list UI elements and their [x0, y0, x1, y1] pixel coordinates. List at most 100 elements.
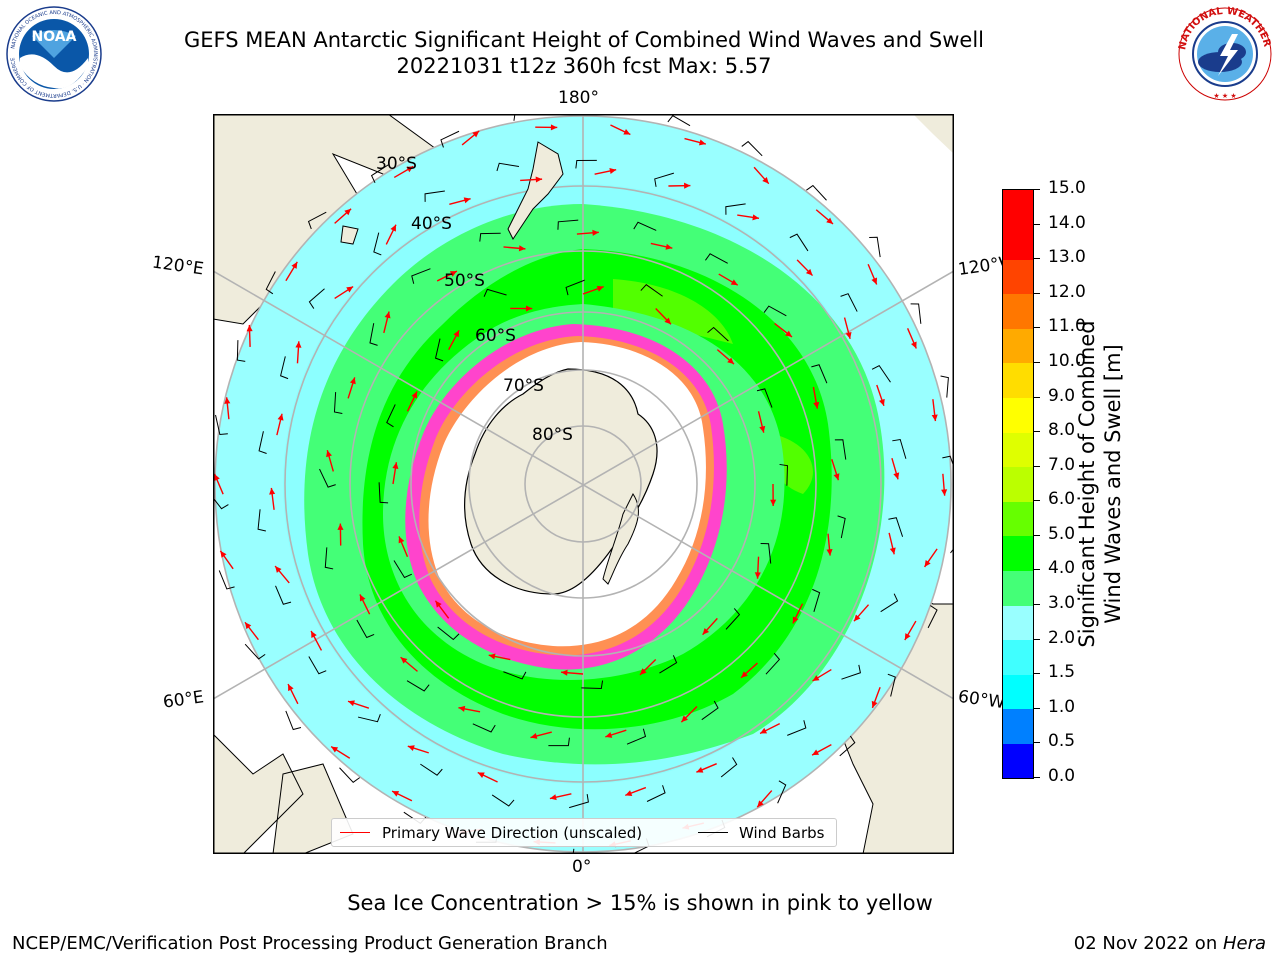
- lon-label-60w: 60°W: [956, 686, 1007, 714]
- wave-arrow-head: [845, 331, 852, 339]
- colorbar-segment: [1003, 605, 1033, 641]
- colorbar-segment: [1003, 570, 1033, 606]
- wave-arrow-head: [246, 324, 253, 332]
- wave-arrow-head: [812, 749, 820, 756]
- wave-arrow-head: [349, 377, 356, 385]
- wave-arrow-head: [220, 550, 227, 558]
- wave-arrow-head: [488, 653, 496, 660]
- colorbar-tick-label: 11.0: [1048, 316, 1086, 337]
- wind-barb: [244, 643, 266, 660]
- wind-barb: [257, 509, 266, 532]
- wind-barb: [557, 219, 579, 230]
- wind-barb: [705, 253, 728, 264]
- colorbar-tick-label: 0.5: [1048, 731, 1076, 752]
- colorbar-segment: [1003, 708, 1033, 744]
- wind-barb: [357, 714, 381, 723]
- wave-arrow-head: [337, 523, 344, 530]
- lat-label-40s: 40°S: [411, 214, 452, 234]
- wind-barb: [779, 463, 788, 486]
- wave-arrow-head: [684, 182, 691, 189]
- wave-arrow-head: [833, 473, 840, 481]
- wind-barb: [725, 203, 746, 215]
- wind-barb: [307, 211, 327, 230]
- colorbar-segment: [1003, 362, 1033, 399]
- wind-barb: [393, 560, 412, 579]
- lon-label-0: 0°: [572, 857, 592, 877]
- colorbar-ticks: 0.0 0.5 1.0 1.5 2.0 3.0 4.0 5.0 6.0 7.0 8.0 9.0 10.0…: [1034, 178, 1114, 786]
- wave-band-5m: [613, 279, 813, 494]
- colorbar-segment: [1003, 639, 1033, 675]
- wave-arrow-head: [449, 271, 457, 277]
- lat-label-80s: 80°S: [532, 425, 573, 445]
- wave-arrow-head: [550, 124, 558, 131]
- colorbar-tick-mark: [1034, 569, 1040, 571]
- wind-barb: [880, 593, 899, 613]
- wave-arrow-head: [893, 472, 900, 480]
- wind-barb: [581, 680, 604, 689]
- wave-arrow-head: [214, 473, 220, 481]
- wind-barb: [437, 626, 460, 641]
- wind-barb: [333, 392, 343, 414]
- lon-label-180: 180°: [558, 88, 599, 108]
- wind-barb: [280, 356, 289, 380]
- wind-barb: [720, 757, 738, 778]
- colorbar-tick-label: 1.5: [1048, 662, 1076, 683]
- wave-arrow-head: [463, 197, 471, 204]
- wave-arrow-head: [453, 330, 460, 338]
- wave-arrow-head: [759, 425, 766, 433]
- land-new-zealand: [507, 141, 564, 240]
- wind-barb: [659, 655, 678, 674]
- wave-arrow-head: [326, 450, 332, 458]
- wave-arrow-head: [889, 547, 896, 555]
- wind-barb: [236, 340, 246, 362]
- wave-arrow-head: [639, 668, 647, 675]
- wave-arrow-head: [407, 745, 415, 751]
- lon-label-120e: 120°E: [150, 252, 205, 280]
- wind-barb: [575, 159, 597, 169]
- wave-arrow-head: [398, 536, 405, 544]
- wind-barb: [356, 619, 375, 639]
- wind-barb: [285, 710, 302, 731]
- wave-arrow-head: [752, 214, 760, 221]
- antarctic-peninsula: [602, 493, 639, 585]
- colorbar-tick-label: 5.0: [1048, 523, 1076, 544]
- wave-arrow-head: [277, 413, 284, 421]
- wind-barb: [789, 233, 809, 252]
- wind-barb: [440, 130, 460, 148]
- wind-barb: [386, 404, 396, 428]
- wind-barbs: [213, 114, 954, 854]
- wave-arrow-head: [411, 391, 417, 399]
- colorbar-tick-mark: [1034, 500, 1040, 502]
- wave-arrow-head: [406, 166, 414, 173]
- wave-arrow-head: [392, 791, 400, 797]
- legend-wind-barbs-label: Wind Barbs: [739, 824, 825, 842]
- chart-subtitle: 20221031 t12z 360h fcst Max: 5.57: [396, 54, 772, 78]
- nws-logo: NATIONAL WEATHER SERVICE ★ ★ ★: [1176, 6, 1273, 101]
- wind-barb: [763, 305, 787, 317]
- colorbar: [1002, 189, 1034, 779]
- wind-barb: [370, 164, 389, 184]
- colorbar-tick-label: 6.0: [1048, 489, 1076, 510]
- wind-barb: [513, 114, 516, 121]
- wind-barb: [373, 232, 382, 256]
- colorbar-tick-label: 0.0: [1048, 766, 1076, 786]
- lat-label-30s: 30°S: [376, 154, 417, 174]
- wave-arrow-head: [525, 305, 533, 312]
- colorbar-tick-mark: [1034, 431, 1040, 433]
- wave-arrow-head: [853, 614, 861, 622]
- wind-barb: [572, 848, 575, 854]
- wave-arrow-head: [754, 572, 761, 579]
- wind-barb: [765, 652, 781, 675]
- wind-barb: [806, 184, 827, 201]
- footer-date: 02 Nov 2022 on Hera: [1073, 933, 1266, 954]
- wind-barb: [434, 338, 444, 362]
- wind-barb: [483, 288, 507, 297]
- wind-barb: [839, 735, 856, 757]
- colorbar-tick-mark: [1034, 707, 1040, 709]
- land-africa: [213, 733, 354, 854]
- wind-barb: [424, 190, 445, 202]
- wave-arrow-head: [596, 285, 604, 292]
- wind-barb: [834, 439, 847, 460]
- wave-arrow-head: [435, 600, 442, 608]
- wave-arrow-head: [535, 176, 543, 183]
